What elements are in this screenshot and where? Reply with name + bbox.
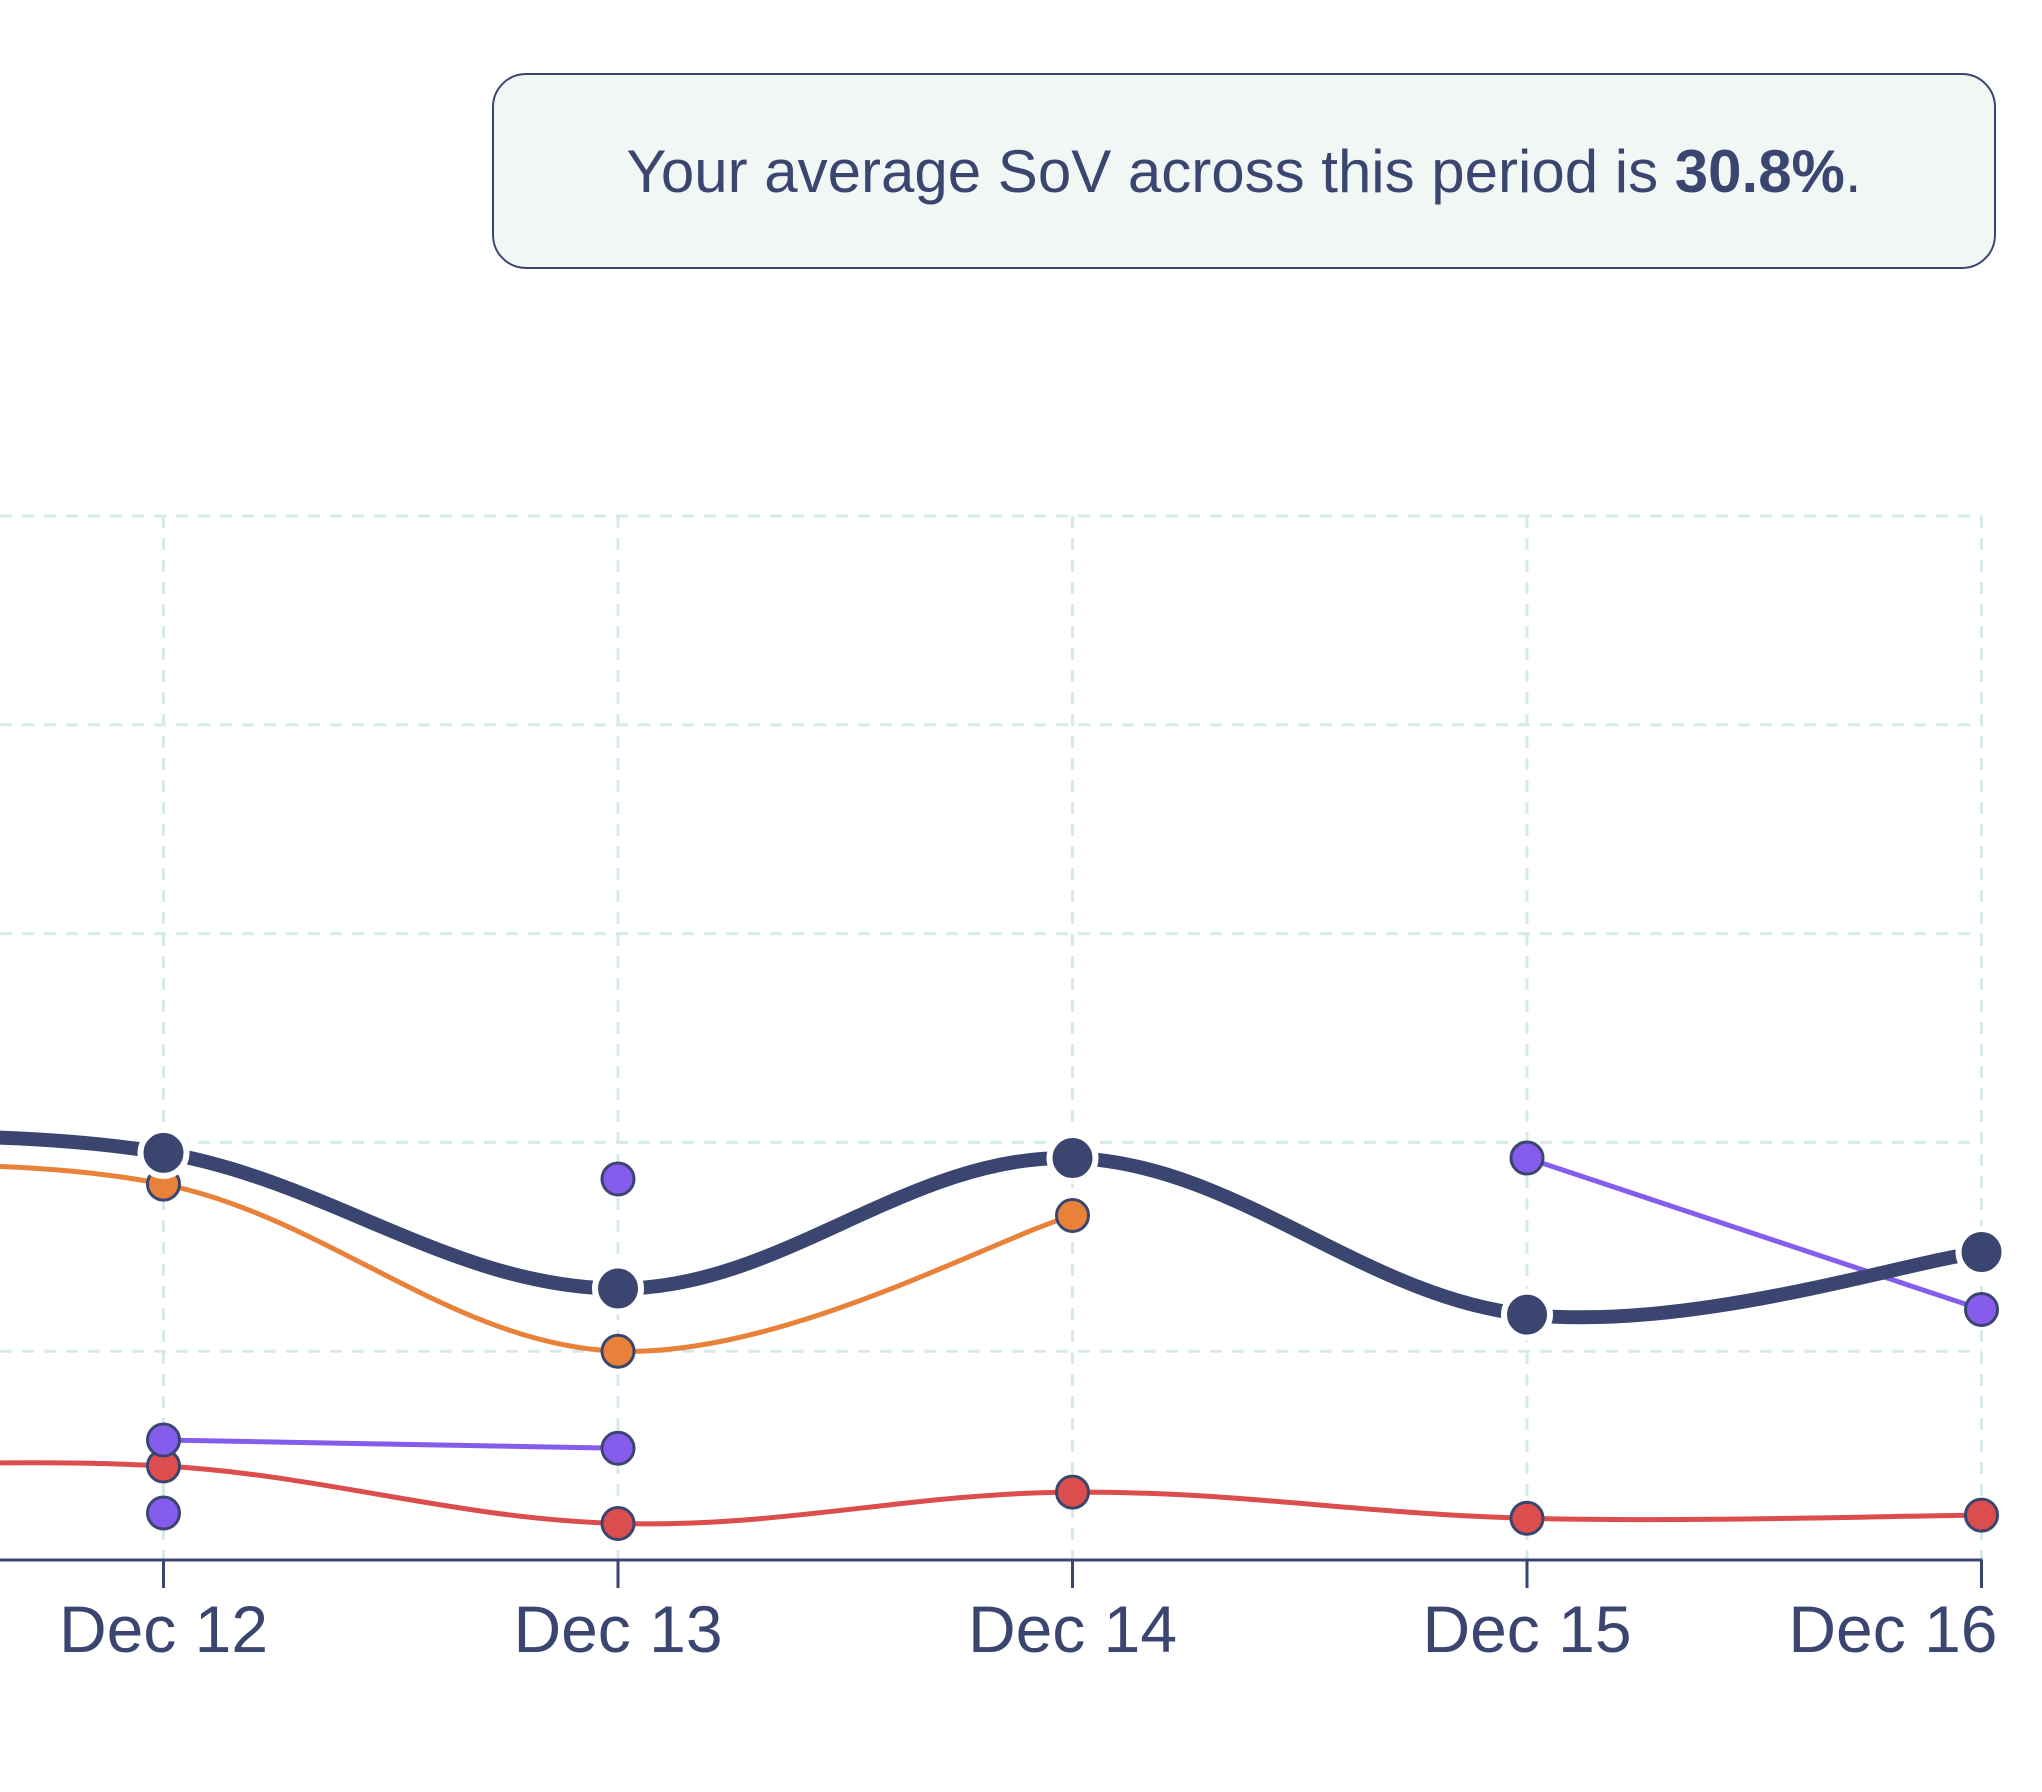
data-point-competitor-red	[1964, 1497, 1999, 1533]
x-tick-labels: Dec 12 Dec 13 Dec 14 Dec 15 Dec 16	[59, 1592, 1998, 1666]
data-point-competitor-purple	[600, 1161, 636, 1197]
x-tick-label: Dec 14	[968, 1592, 1177, 1666]
x-axis	[0, 1558, 1983, 1588]
average-sov-summary: Your average SoV across this period is 3…	[492, 73, 1996, 269]
data-point-your-brand	[592, 1262, 644, 1315]
x-tick-label: Dec 15	[1422, 1592, 1631, 1666]
grid	[0, 514, 1983, 1560]
series-line-competitor-purple	[161, 1437, 621, 1451]
data-point-your-brand	[1046, 1132, 1099, 1185]
data-point-competitor-purple	[146, 1495, 181, 1531]
data-point-your-brand	[1501, 1288, 1553, 1341]
series-line-your-brand	[0, 1130, 1989, 1325]
data-point-competitor-orange	[600, 1333, 636, 1369]
average-sov-value: 30.8%	[1674, 137, 1845, 205]
series-points	[137, 1126, 2008, 1541]
summary-prefix: Your average SoV across this period is	[626, 137, 1659, 205]
series-line-competitor-red	[0, 1460, 1984, 1527]
x-tick-label: Dec 16	[1788, 1592, 1997, 1666]
data-point-competitor-purple	[1964, 1291, 1999, 1327]
series-line-competitor-orange	[0, 1163, 1075, 1354]
data-point-your-brand	[1955, 1226, 2008, 1279]
x-tick-label: Dec 13	[513, 1592, 722, 1666]
data-point-competitor-red	[1509, 1500, 1545, 1536]
data-point-your-brand	[137, 1126, 190, 1179]
data-point-competitor-purple	[146, 1422, 181, 1458]
data-point-competitor-orange	[1055, 1197, 1090, 1233]
summary-suffix: .	[1844, 137, 1862, 205]
data-point-competitor-purple	[1509, 1140, 1545, 1176]
x-tick-label: Dec 12	[59, 1592, 268, 1666]
data-point-competitor-purple	[600, 1430, 636, 1466]
data-point-competitor-red	[600, 1505, 636, 1541]
series-lines	[0, 1130, 1989, 1527]
series-line-competitor-purple	[1524, 1155, 1984, 1312]
data-point-competitor-red	[1055, 1474, 1090, 1510]
